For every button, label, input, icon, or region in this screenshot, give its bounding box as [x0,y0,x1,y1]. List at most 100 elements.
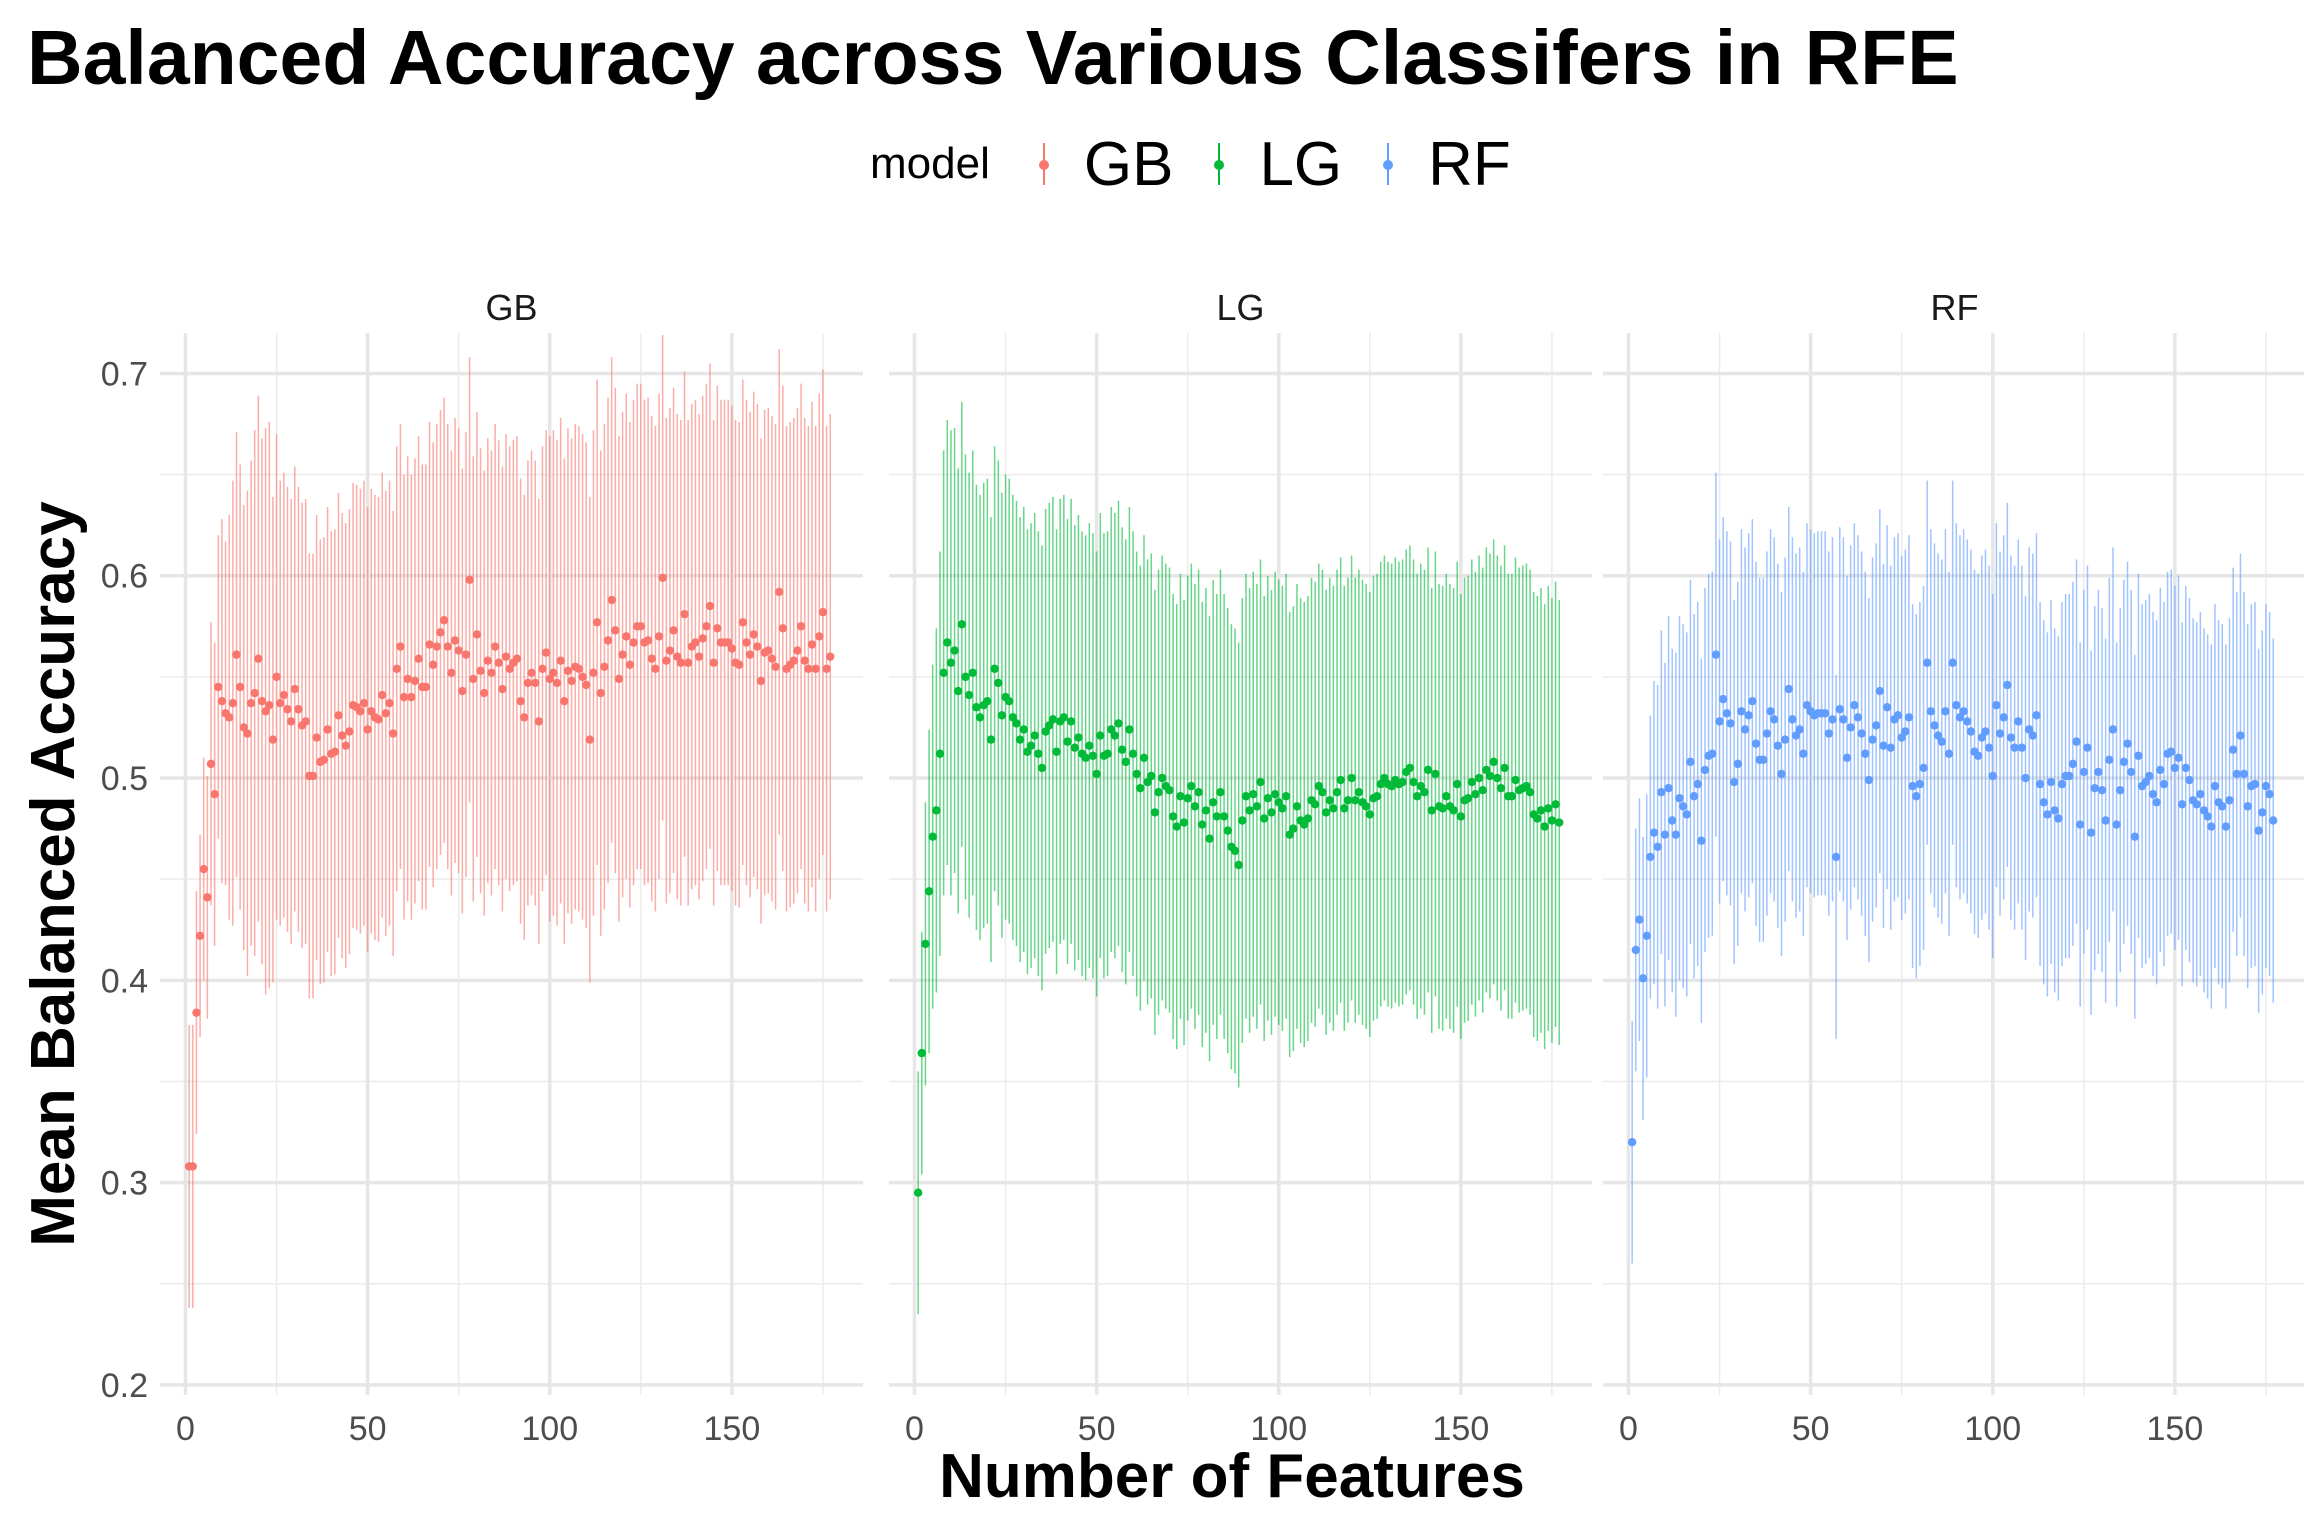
data-point [472,630,482,639]
data-point [1657,787,1666,797]
data-point [2232,769,2241,779]
data-point [243,729,252,738]
data-point [654,632,664,641]
data-point [804,664,813,673]
data-point [1478,785,1487,795]
data-point [469,674,478,684]
data-point [705,601,715,611]
data-point [283,705,292,714]
data-point [1981,727,1990,736]
data-point [764,646,773,655]
data-point [1686,757,1695,767]
data-point [771,662,780,671]
data-point [436,628,445,637]
legend-label-rf: RF [1428,129,1511,199]
data-point [1347,773,1356,783]
data-point [1205,834,1214,843]
data-point [1037,763,1047,773]
data-point [1085,741,1094,750]
data-point [742,638,751,647]
data-point [2159,779,2169,789]
data-point [1489,757,1498,767]
data-point [1449,806,1458,815]
data-point [924,887,934,896]
data-point [250,688,259,698]
data-point [1995,729,2005,738]
data-point [1467,777,1476,787]
data-point [2017,743,2027,752]
data-point [1919,763,1928,773]
data-point [1208,798,1218,807]
data-point [290,684,299,694]
data-point [210,790,219,799]
data-point [461,650,471,659]
data-point [345,727,354,736]
data-point [545,674,554,684]
data-point [2050,806,2059,815]
data-point [1168,812,1178,821]
data-point [932,806,941,815]
y-tick-label: 0.2 [101,1367,148,1405]
data-point [2250,779,2260,789]
data-point [1511,775,1520,785]
data-point [239,723,248,732]
data-point [1635,915,1644,924]
data-point [1831,852,1841,862]
data-point [1176,792,1185,801]
data-point [1482,765,1491,775]
data-point [983,696,992,706]
data-point [2141,777,2150,787]
data-point [1125,725,1134,734]
data-point [1045,721,1054,730]
data-point [476,666,485,676]
data-point [1139,753,1149,762]
data-point [494,658,503,667]
x-tick-label: 100 [1250,1410,1307,1448]
data-point [1063,737,1072,746]
x-tick-label: 150 [1433,1410,1490,1448]
data-point [2228,745,2238,754]
data-point [658,573,667,582]
data-point [1128,749,1138,758]
data-point [1376,779,1385,789]
x-tick-label: 150 [2147,1410,2204,1448]
data-point [2199,806,2209,815]
data-point [614,674,624,684]
data-point [1493,773,1502,783]
data-point [301,717,310,726]
data-point [512,654,522,663]
data-point [1150,808,1160,817]
data-point [1857,729,1866,738]
data-point [2210,781,2220,791]
data-point [1201,806,1211,815]
data-point [217,696,227,706]
data-point [1937,737,1946,746]
data-point [1474,773,1484,783]
x-tick-label: 0 [905,1410,924,1448]
legend-item-lg: LG [1201,129,1342,200]
data-point [1908,781,1917,791]
data-point [1973,751,1983,760]
legend-label-gb: GB [1083,129,1174,199]
data-point [2079,767,2089,777]
data-point [2065,771,2074,781]
data-point [294,705,303,714]
data-point [578,672,587,682]
data-point [1343,796,1353,805]
data-point [1165,785,1174,795]
data-point [1693,779,1702,789]
data-point [407,692,416,702]
x-tick-label: 0 [176,1410,195,1448]
data-point [1179,818,1189,827]
data-point [527,668,536,678]
data-point [1708,749,1717,758]
facet-panels: 0.2 0.3 0.4 0.5 0.6 0.7 GB 0 50 100 150 LG 0 50 100 150… [101,287,2304,1448]
data-point [2046,777,2056,787]
panel-gb: GB 0 50 100 150 [160,287,863,1448]
x-tick-label: 50 [349,1410,387,1448]
data-point [1952,701,1961,710]
data-point [1733,759,1742,769]
data-point [1711,650,1721,659]
data-point [1675,794,1684,803]
data-point [1642,931,1651,941]
